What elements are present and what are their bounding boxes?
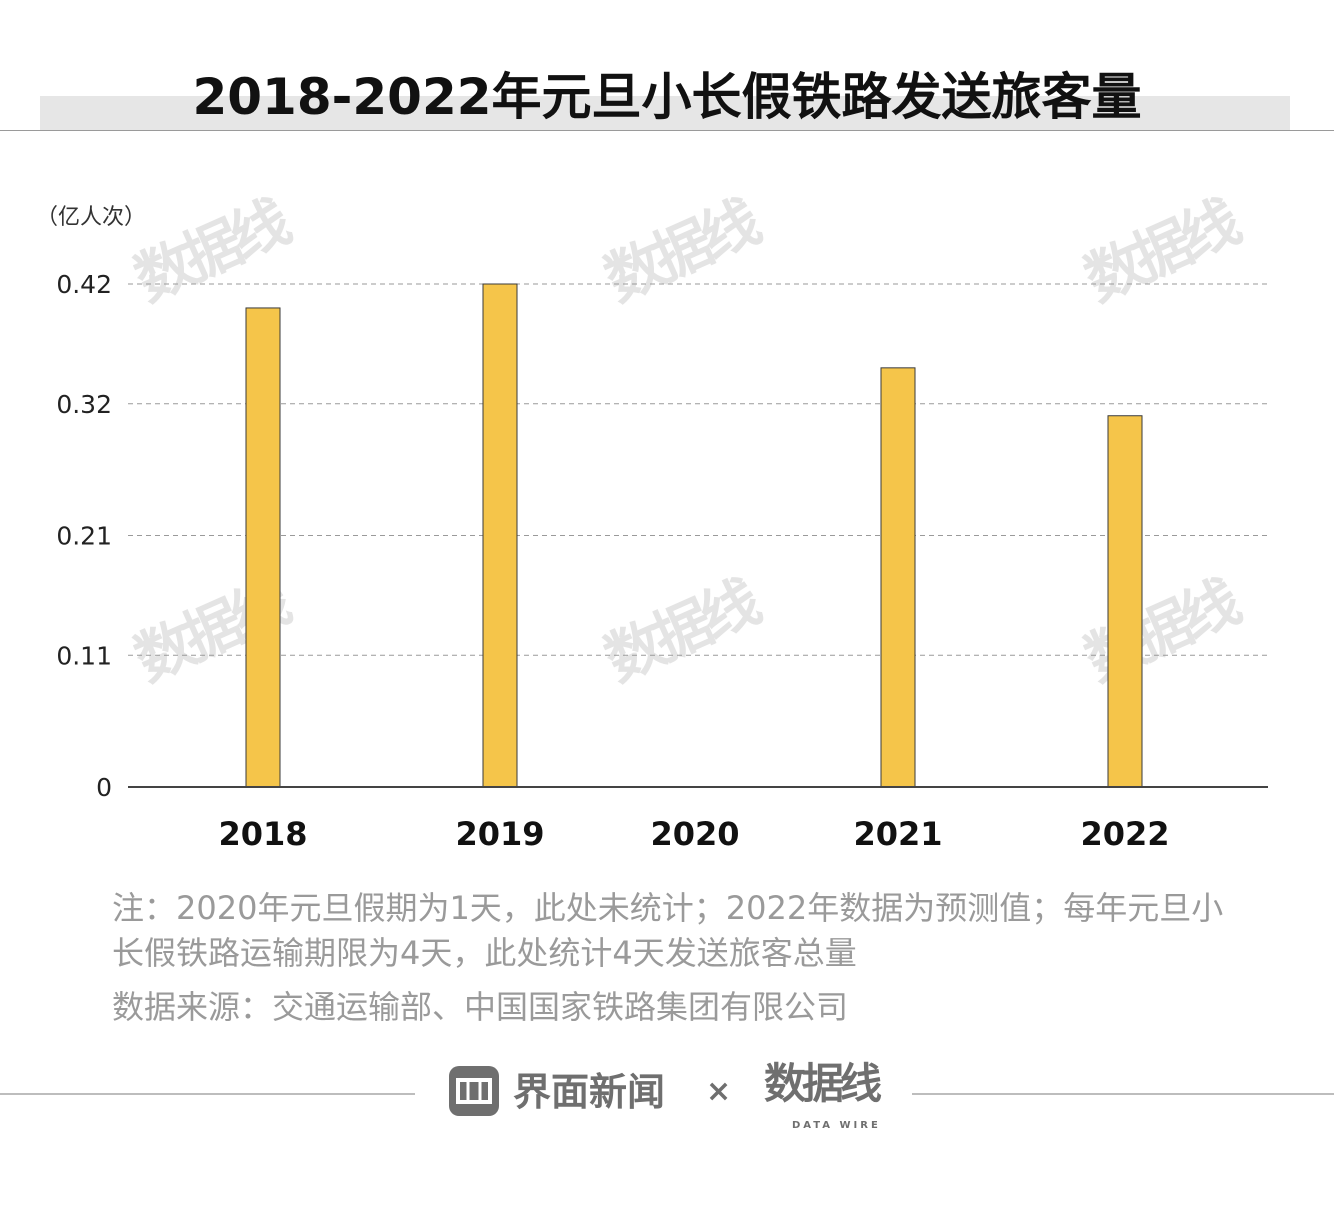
note-line-2: 长假铁路运输期限为4天，此处统计4天发送旅客总量 <box>112 934 857 972</box>
y-tick-label: 0.11 <box>56 641 112 670</box>
y-unit-label: （亿人次） <box>36 205 146 230</box>
x-tick-label: 2019 <box>455 815 544 853</box>
bar-2022 <box>1107 415 1143 788</box>
bar-2019 <box>482 283 518 788</box>
x-tick-label: 2021 <box>853 815 942 853</box>
bars <box>245 283 1143 788</box>
partner-logo: 数据线 <box>764 1059 882 1108</box>
times-sign: × <box>706 1074 732 1109</box>
x-tick-label: 2022 <box>1080 815 1169 853</box>
y-tick-labels: 0 0.11 0.21 0.32 0.42 <box>56 270 112 802</box>
y-tick-label: 0 <box>96 773 112 802</box>
jiemian-logo-icon <box>449 1066 499 1116</box>
y-tick-label: 0.21 <box>56 522 112 551</box>
bar-2018 <box>245 307 281 788</box>
x-tick-labels: 2018 2019 2020 2021 2022 <box>218 815 1169 853</box>
note-line-1: 注：2020年元旦假期为1天，此处未统计；2022年数据为预测值；每年元旦小 <box>112 889 1224 927</box>
y-tick-label: 0.42 <box>56 270 112 299</box>
title-band <box>40 96 1290 130</box>
chart-title: 2018-2022年元旦小长假铁路发送旅客量 <box>192 68 1142 126</box>
gridlines <box>128 283 1268 656</box>
title-divider <box>0 130 1334 131</box>
partner-logo-subtitle: DATA WIRE <box>792 1120 881 1131</box>
x-tick-label: 2020 <box>650 815 739 853</box>
source-note: 数据来源：交通运输部、中国国家铁路集团有限公司 <box>112 988 849 1026</box>
footer-divider-right <box>912 1093 1334 1095</box>
bar-chart: （亿人次） 0 0.11 0.21 0.32 0.42 2018 2019 2020 2021… <box>36 205 1268 853</box>
footer-divider-left <box>0 1093 415 1095</box>
x-tick-label: 2018 <box>218 815 307 853</box>
bar-2021 <box>880 367 916 788</box>
y-tick-label: 0.32 <box>56 390 112 419</box>
brand-name: 界面新闻 <box>513 1070 666 1114</box>
